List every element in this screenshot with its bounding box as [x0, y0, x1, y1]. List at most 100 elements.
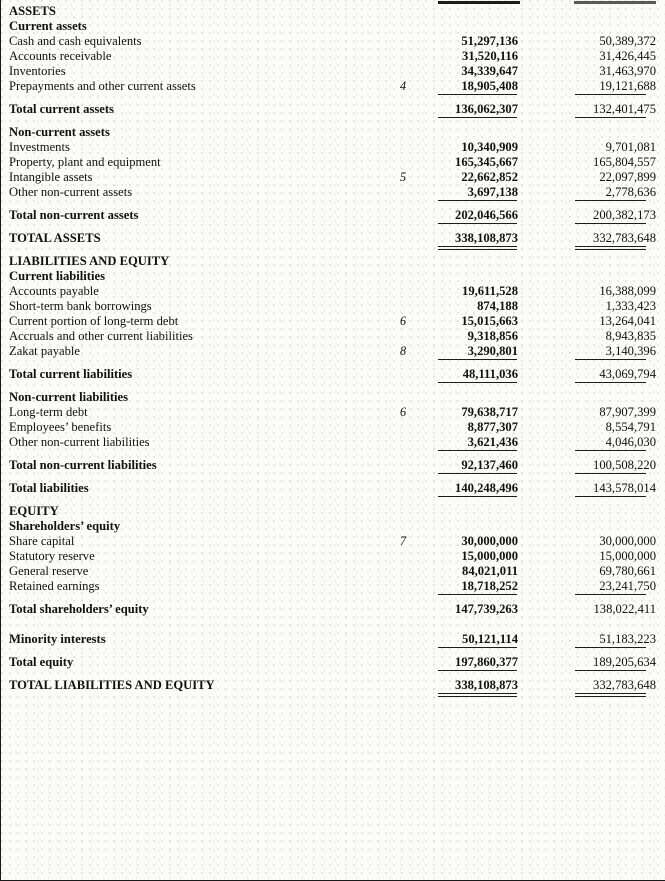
row-label: Non-current liabilities [9, 390, 129, 404]
row-gap-2 [519, 19, 571, 34]
rule-gap-cell [422, 450, 434, 458]
row-gap [422, 254, 434, 269]
rule-note-cell [384, 223, 422, 231]
row-note-reference [384, 420, 422, 435]
rule-gap2-cell [519, 94, 571, 102]
row-value-prior-year [571, 390, 665, 405]
table-row: Non-current liabilities [1, 390, 665, 405]
row-gap-2 [519, 519, 571, 534]
row-note-reference [384, 579, 422, 594]
row-value-current-year [434, 519, 519, 534]
row-gap-2 [519, 231, 571, 246]
row-gap [422, 504, 434, 519]
row-value-prior-year [571, 269, 665, 284]
row-value-prior-year: 332,783,648 [593, 231, 656, 245]
rule-current-year [434, 670, 519, 678]
row-gap-2 [519, 458, 571, 473]
table-row: Short-term bank borrowings 874,188 1,333,4… [1, 299, 665, 314]
row-note-reference [384, 390, 422, 405]
row-value-current-year: 15,000,000 [461, 549, 518, 563]
rule-note-cell [384, 473, 422, 481]
rule-gap2-cell [519, 647, 571, 655]
row-value-current-year: 8,877,307 [467, 420, 518, 434]
rule-prior-year [571, 693, 665, 701]
rule-prior-year [571, 382, 665, 390]
row-gap [422, 632, 434, 647]
row-label: Property, plant and equipment [9, 155, 161, 169]
table-row: Total non-current liabilities 92,137,460 1… [1, 458, 665, 473]
rule-gap-cell [422, 246, 434, 254]
row-note-reference: 6 [399, 314, 407, 328]
row-value-current-year: 19,611,528 [462, 284, 518, 298]
row-value-prior-year: 4,046,030 [605, 435, 656, 449]
rule-gap2-cell [519, 693, 571, 701]
row-gap [422, 314, 434, 329]
rule-label-cell [1, 670, 384, 678]
row-gap-2 [519, 170, 571, 185]
rule-label-cell [1, 594, 384, 602]
rule-gap-cell [422, 496, 434, 504]
rule-label-cell [1, 382, 384, 390]
row-value-prior-year: 31,426,445 [599, 49, 656, 63]
row-value-prior-year: 69,780,661 [599, 564, 656, 578]
row-note-reference [384, 655, 422, 670]
double-underline-row [1, 693, 665, 701]
rule-gap2-cell [519, 473, 571, 481]
rule-gap2-cell [519, 496, 571, 504]
rule-label-cell [1, 246, 384, 254]
row-note-reference [384, 231, 422, 246]
row-value-prior-year [571, 125, 665, 140]
rule-note-cell [384, 359, 422, 367]
row-value-prior-year: 200,382,173 [593, 208, 656, 222]
rule-current-year [434, 594, 519, 602]
rule-gap2-cell [519, 223, 571, 231]
row-note-reference [384, 208, 422, 223]
row-value-prior-year: 165,804,557 [593, 155, 656, 169]
table-row: Shareholders’ equity [1, 519, 665, 534]
row-value-current-year: 22,662,852 [461, 170, 518, 184]
rule-note-cell [384, 382, 422, 390]
row-gap-2 [519, 329, 571, 344]
row-value-prior-year [571, 504, 665, 519]
rule-note-cell [384, 647, 422, 655]
row-value-current-year [434, 254, 519, 269]
row-label: Accounts receivable [9, 49, 112, 63]
row-gap-2 [519, 678, 571, 693]
table-row: LIABILITIES AND EQUITY [1, 254, 665, 269]
row-gap [422, 155, 434, 170]
row-gap-2 [519, 185, 571, 200]
row-gap-2 [519, 481, 571, 496]
row-note-reference [384, 458, 422, 473]
table-row: Total current liabilities 48,111,036 43,06… [1, 367, 665, 382]
row-value-current-year [434, 125, 519, 140]
rule-current-year [434, 647, 519, 655]
row-note-reference [384, 602, 422, 617]
underline-row [1, 450, 665, 458]
underline-row [1, 670, 665, 678]
rule-current-year [434, 223, 519, 231]
rule-gap-cell [422, 94, 434, 102]
row-gap [422, 19, 434, 34]
row-value-prior-year: 23,241,750 [599, 579, 656, 593]
row-note-reference [384, 632, 422, 647]
row-note-reference [384, 34, 422, 49]
underline-row [1, 496, 665, 504]
row-gap [422, 299, 434, 314]
row-label: Retained earnings [9, 579, 100, 593]
rule-gap2-cell [519, 670, 571, 678]
row-value-current-year [434, 504, 519, 519]
row-value-prior-year: 19,121,688 [599, 79, 656, 93]
row-value-prior-year [571, 254, 665, 269]
row-gap-2 [519, 4, 571, 19]
underline-row [1, 94, 665, 102]
row-note-reference [384, 284, 422, 299]
row-value-prior-year: 8,554,791 [605, 420, 656, 434]
rule-gap-cell [422, 200, 434, 208]
underline-row [1, 117, 665, 125]
row-value-current-year: 30,000,000 [461, 534, 518, 548]
rule-gap2-cell [519, 117, 571, 125]
row-value-prior-year: 100,508,220 [593, 458, 656, 472]
row-value-current-year [434, 4, 519, 19]
row-gap [422, 367, 434, 382]
row-gap [422, 344, 434, 359]
